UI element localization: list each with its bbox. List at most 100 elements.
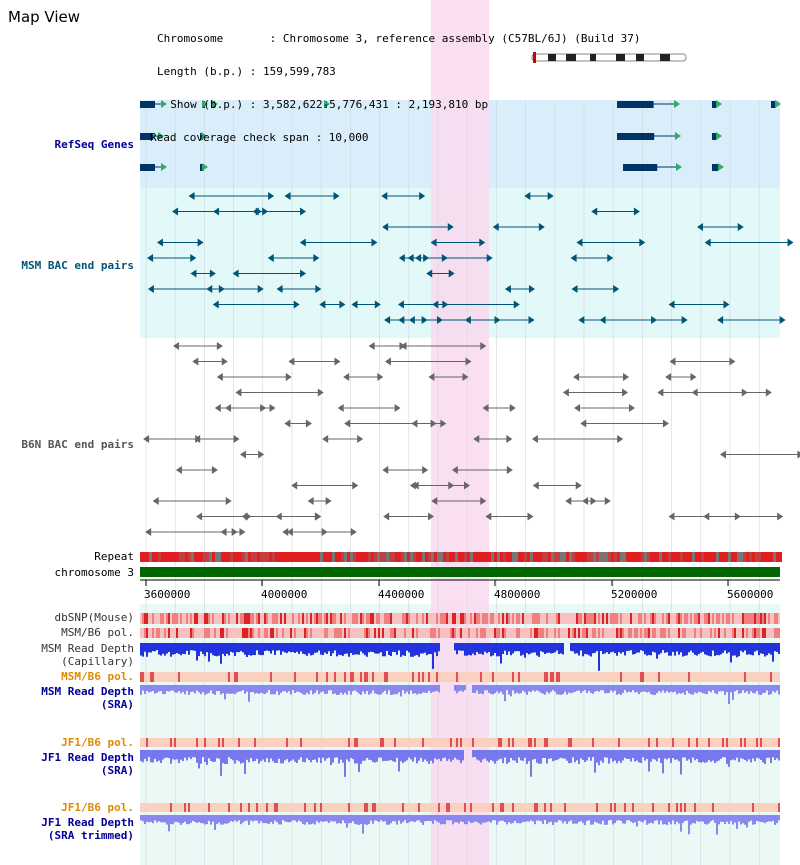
heatmap-cell — [482, 803, 484, 812]
bac-end-marker — [690, 373, 697, 381]
heatmap-cell — [620, 672, 622, 682]
depth-bar — [328, 750, 330, 758]
depth-bar — [418, 685, 420, 694]
repeat-segment — [641, 552, 644, 562]
depth-bar — [680, 815, 682, 832]
heatmap-cell — [520, 803, 522, 812]
heatmap-cell — [508, 672, 510, 682]
heatmap-cell — [742, 738, 744, 747]
heatmap-cell — [734, 628, 736, 638]
heatmap-cell — [294, 628, 296, 638]
msm-bac-label[interactable]: MSM BAC end pairs — [21, 259, 134, 272]
depth-bar — [458, 685, 460, 692]
depth-bar — [258, 643, 260, 655]
heatmap-cell — [730, 803, 732, 812]
repeat-segment — [584, 552, 587, 562]
depth-bar — [424, 685, 426, 693]
heatmap-cell — [598, 628, 600, 638]
jf1-read-depth-sra-label: JF1 Read Depth — [41, 751, 134, 764]
depth-bar — [730, 685, 732, 693]
depth-bar — [550, 815, 552, 822]
depth-bar — [240, 685, 242, 692]
heatmap-cell — [140, 672, 142, 682]
repeat-segment — [344, 552, 347, 562]
depth-bar — [488, 750, 490, 763]
depth-bar — [284, 685, 286, 692]
repeat-segment — [485, 552, 488, 562]
depth-bar — [726, 685, 728, 693]
heatmap-cell — [726, 613, 728, 624]
heatmap-cell — [176, 628, 178, 638]
heatmap-cell — [752, 803, 754, 812]
depth-bar — [536, 643, 538, 656]
heatmap-cell — [362, 628, 364, 638]
depth-bar — [684, 815, 686, 822]
heatmap-cell — [186, 672, 188, 682]
bac-end-marker — [285, 373, 292, 381]
heatmap-cell — [330, 628, 332, 638]
heatmap-cell — [384, 613, 386, 624]
gene-exon — [617, 101, 654, 108]
depth-bar — [566, 750, 568, 761]
depth-bar — [630, 643, 632, 651]
heatmap-cell — [464, 803, 466, 812]
depth-bar — [688, 643, 690, 653]
depth-bar — [484, 685, 486, 691]
depth-bar — [496, 815, 498, 825]
bac-end-marker — [419, 192, 426, 200]
heatmap-cell — [706, 803, 708, 812]
heatmap-cell — [326, 803, 328, 812]
heatmap-cell — [432, 613, 434, 624]
depth-bar — [292, 643, 294, 652]
depth-bar — [474, 685, 476, 693]
depth-bar — [722, 815, 724, 822]
heatmap-cell — [350, 672, 352, 682]
heatmap-cell — [316, 628, 318, 638]
repeat-segment — [536, 552, 539, 562]
heatmap-cell — [298, 738, 300, 747]
depth-bar — [672, 750, 674, 759]
repeat-segment — [677, 552, 680, 562]
repeat-segment — [287, 552, 290, 562]
heatmap-cell — [252, 613, 254, 624]
repeat-segment — [617, 552, 620, 562]
heatmap-cell — [360, 628, 362, 638]
heatmap-cell — [388, 672, 390, 682]
refseq-genes-label[interactable]: RefSeq Genes — [54, 138, 134, 151]
heatmap-cell — [606, 628, 608, 638]
heatmap-cell — [272, 613, 274, 624]
depth-bar — [704, 643, 706, 655]
depth-bar — [246, 815, 248, 821]
heatmap-cell — [578, 628, 580, 638]
depth-bar — [764, 815, 766, 824]
depth-bar — [760, 643, 762, 654]
depth-bar — [758, 685, 760, 695]
depth-bar — [538, 815, 540, 821]
bac-end-marker — [152, 497, 159, 505]
depth-bar — [376, 815, 378, 821]
depth-bar — [436, 750, 438, 760]
heatmap-cell — [550, 628, 552, 638]
heatmap-cell — [270, 803, 272, 812]
repeat-segment — [596, 552, 599, 562]
bac-end-marker — [547, 192, 554, 200]
depth-bar — [264, 750, 266, 762]
heatmap-cell — [760, 738, 762, 747]
depth-bar — [460, 815, 462, 822]
heatmap-cell — [488, 672, 490, 682]
heatmap-cell — [314, 628, 316, 638]
heatmap-cell — [182, 738, 184, 747]
heatmap-cell — [574, 738, 576, 747]
b6n-bac-label[interactable]: B6N BAC end pairs — [21, 438, 134, 451]
depth-bar — [336, 643, 338, 657]
bac-end-marker — [196, 512, 203, 521]
depth-bar — [744, 815, 746, 825]
depth-bar — [530, 750, 532, 777]
heatmap-cell — [712, 738, 714, 747]
repeat-segment — [203, 552, 206, 562]
depth-bar — [654, 643, 656, 653]
depth-bar — [462, 815, 464, 823]
depth-bar — [778, 643, 780, 655]
heatmap-cell — [442, 628, 444, 638]
